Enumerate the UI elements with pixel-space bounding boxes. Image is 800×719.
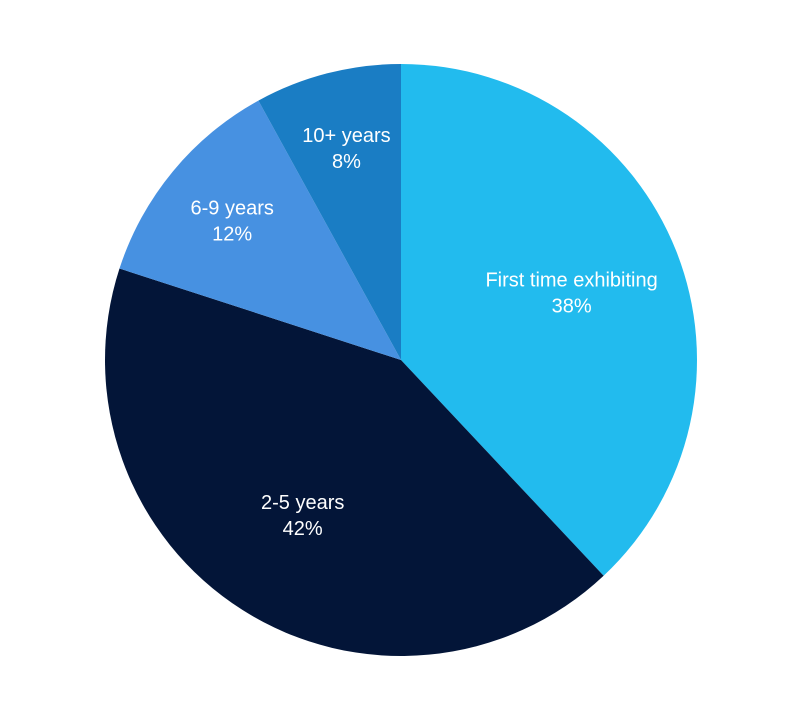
pie-slice-10-years — [258, 64, 401, 360]
pie-label-category: 6-9 years — [191, 197, 274, 219]
pie-slices — [105, 64, 697, 656]
pie-label-category: 10+ years — [302, 125, 390, 147]
pie-label-value: 12% — [212, 223, 252, 245]
pie-label-10-years: 10+ years 8% — [302, 125, 390, 173]
pie-label-first-time-exhibiting: First time exhibiting 38% — [485, 269, 657, 317]
pie-label-category: 2-5 years — [261, 492, 344, 514]
pie-label-value: 42% — [283, 518, 323, 540]
pie-label-value: 8% — [332, 151, 361, 173]
pie-slice-6-9-years — [119, 100, 402, 361]
pie-labels: First time exhibiting 38% 2-5 years 42% 6-9 … — [191, 125, 658, 540]
pie-slice-first-time-exhibiting — [401, 64, 697, 576]
pie-label-category: First time exhibiting — [485, 269, 657, 291]
pie-label-2-5-years: 2-5 years 42% — [261, 492, 344, 540]
pie-label-6-9-years: 6-9 years 12% — [191, 197, 274, 245]
pie-slice-2-5-years — [105, 268, 604, 656]
pie-label-value: 38% — [552, 295, 592, 317]
